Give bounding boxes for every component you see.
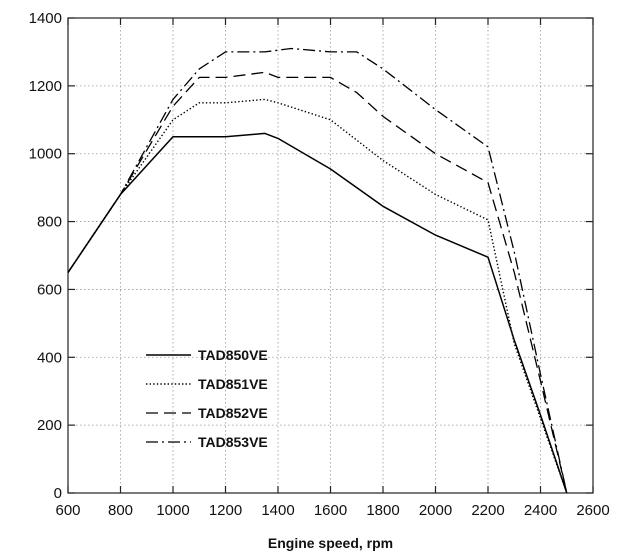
plot-frame: [67, 17, 594, 494]
x-tick-label: 1800: [366, 502, 399, 519]
y-tick-label: 0: [54, 485, 62, 502]
series-lines: [67, 47, 568, 494]
y-tick-label: 1400: [29, 10, 62, 27]
y-tick-labels: 0 200 400 600 800 1000 1200 1400: [29, 10, 62, 502]
x-tick-label: 2600: [576, 502, 609, 519]
y-tick-label: 1000: [29, 146, 62, 163]
y-tick-label: 200: [37, 417, 62, 434]
grid: [68, 18, 593, 493]
x-tick-label: 2000: [419, 502, 452, 519]
legend-label: TAD853VE: [198, 434, 268, 450]
x-axis-label: Engine speed, rpm: [268, 535, 393, 551]
y-tick-label: 800: [37, 214, 62, 231]
legend-label: TAD852VE: [198, 405, 268, 421]
series-line-tad851ve: [67, 98, 568, 494]
x-tick-label: 1600: [314, 502, 347, 519]
x-tick-label: 2400: [524, 502, 557, 519]
x-tick-label: 1400: [261, 502, 294, 519]
legend-label: TAD851VE: [198, 376, 268, 392]
x-tick-label: 1000: [156, 502, 189, 519]
series-line-tad852ve: [67, 71, 568, 494]
x-tick-label: 2200: [471, 502, 504, 519]
legend: TAD850VE TAD851VE TAD852VE TAD853VE: [146, 347, 268, 450]
series-line-tad850ve: [67, 132, 568, 494]
y-tick-label: 400: [37, 349, 62, 366]
x-tick-label: 1200: [209, 502, 242, 519]
x-tick-labels: 600 800 1000 1200 1400 1600 1800 2000 2200 2400 26…: [55, 502, 609, 519]
axis-ticks: [67, 17, 594, 494]
legend-label: TAD850VE: [198, 347, 268, 363]
y-tick-label: 1200: [29, 78, 62, 95]
x-tick-label: 800: [108, 502, 133, 519]
x-tick-label: 600: [55, 502, 80, 519]
y-tick-label: 600: [37, 281, 62, 298]
series-line-tad853ve: [67, 47, 568, 494]
